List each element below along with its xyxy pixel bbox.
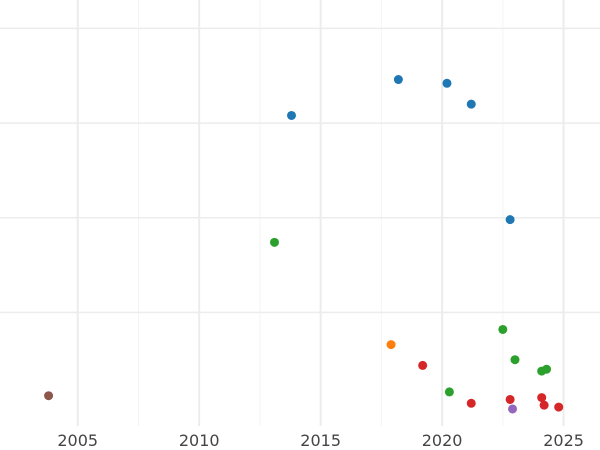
- data-point: [510, 355, 520, 365]
- data-point: [393, 75, 403, 85]
- data-point: [269, 237, 279, 247]
- data-point: [442, 78, 452, 88]
- data-point: [286, 110, 296, 120]
- x-tick-label: 2010: [179, 431, 220, 450]
- x-tick-label: 2025: [543, 431, 584, 450]
- data-point: [539, 400, 549, 410]
- data-point: [386, 340, 396, 350]
- data-point: [444, 387, 454, 397]
- data-point: [542, 364, 552, 374]
- data-point: [505, 215, 515, 225]
- data-point: [554, 402, 564, 412]
- data-point: [505, 394, 515, 404]
- data-point: [508, 404, 518, 414]
- x-tick-label: 2015: [300, 431, 341, 450]
- data-point: [466, 99, 476, 109]
- data-point: [498, 324, 508, 334]
- x-tick-label: 2005: [57, 431, 98, 450]
- data-point: [466, 398, 476, 408]
- data-point: [44, 391, 54, 401]
- data-point: [537, 393, 547, 403]
- data-points: [44, 75, 564, 414]
- grid: [0, 0, 600, 426]
- x-axis-ticks: 2005 2010 2015 2020 2025: [57, 431, 584, 450]
- data-point: [418, 360, 428, 370]
- x-tick-label: 2020: [422, 431, 463, 450]
